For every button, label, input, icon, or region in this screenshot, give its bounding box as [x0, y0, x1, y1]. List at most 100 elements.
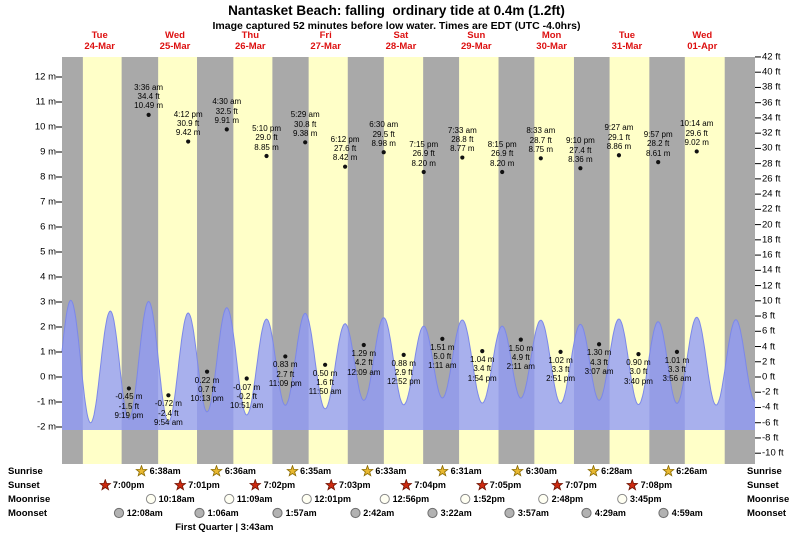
y-axis-label-right: 12 ft [762, 280, 781, 292]
y-axis-label-right: 24 ft [762, 188, 781, 200]
y-axis-label-right: 4 ft [762, 341, 776, 353]
low-tide-label: -0.07 m -0.2 ft 10:51 am [230, 382, 264, 411]
moonset-event: 1:57am [272, 507, 317, 519]
y-axis-label-right: 30 ft [762, 142, 781, 154]
low-tide-label: 1.51 m 5.0 ft 1:11 am [428, 342, 457, 371]
y-axis-label-right: 6 ft [762, 325, 776, 337]
low-tide-label: 0.83 m 2.7 ft 11:09 pm [268, 360, 302, 389]
moonset-row-label-right: Moonset [747, 508, 787, 519]
high-tide-marker [656, 160, 661, 165]
high-tide-label: 7:33 am 28.8 ft 8.77 m [447, 125, 477, 154]
day-label-weekday: Sun [467, 30, 486, 41]
low-tide-marker [126, 386, 132, 391]
sunrise-star-icon [135, 465, 148, 477]
sunrise-star-icon [436, 465, 449, 477]
high-tide-label: 7:15 pm 26.9 ft 8.20 m [409, 140, 439, 168]
y-axis-label-right: 20 ft [762, 219, 781, 231]
sunrise-event: 6:31am [436, 465, 482, 477]
y-axis-label-right: 8 ft [762, 310, 776, 322]
high-tide-label: 8:33 am 28.7 ft 8.75 m [526, 126, 556, 154]
day-label-date: 29-Mar [460, 41, 492, 52]
sunrise-event: 6:30am [511, 465, 557, 477]
moonrise-event: 10:18am [145, 493, 195, 505]
y-axis-label-right: 2 ft [762, 356, 776, 368]
sunrise-event: 6:35am [286, 465, 331, 477]
y-axis-label-left: 4 m [40, 271, 56, 283]
moonset-icon [581, 507, 592, 519]
sunset-star-icon [400, 479, 413, 491]
high-tide-label: 9:27 am 29.1 ft 8.86 m [604, 123, 634, 151]
sunset-star-icon [98, 479, 111, 491]
moonset-time: 1:06am [207, 508, 239, 518]
high-tide-marker [460, 155, 465, 160]
sunrise-time: 6:36am [224, 466, 256, 476]
sunrise-event: 6:38am [135, 465, 181, 477]
moonrise-icon [538, 493, 549, 505]
y-axis-label-right: 14 ft [762, 264, 781, 276]
y-axis-label-left: -2 m [37, 421, 56, 433]
day-label-weekday: Thu [241, 30, 260, 41]
moonrise-icon [145, 493, 156, 505]
sunset-event: 7:07pm [551, 479, 597, 491]
high-tide-marker [694, 149, 699, 154]
high-tide-label: 4:12 pm 30.9 ft 9.42 m [173, 109, 203, 138]
moonset-time: 3:57am [517, 508, 549, 518]
day-label-date: 24-Mar [84, 41, 115, 52]
y-axis-label-left: 9 m [40, 146, 56, 158]
moonset-row-label-left: Moonset [8, 508, 48, 519]
sunset-time: 7:02pm [263, 480, 296, 490]
y-axis-label-right: 38 ft [762, 81, 781, 93]
high-tide-marker [616, 153, 622, 158]
low-tide-label: 1.50 m 4.9 ft 2:11 am [506, 343, 535, 372]
sunrise-star-icon [587, 465, 600, 477]
sunrise-row-label-right: Sunrise [747, 466, 782, 477]
sunrise-event: 6:26am [662, 465, 707, 477]
high-tide-label: 6:30 am 29.5 ft 8.98 m [369, 120, 399, 148]
chart-subtitle: Image captured 52 minutes before low wat… [212, 20, 581, 32]
moonset-time: 1:57am [285, 508, 317, 518]
moonset-event: 1:06am [194, 507, 239, 519]
y-axis-label-right: 18 ft [762, 234, 781, 246]
sunset-row-label-left: Sunset [8, 480, 40, 491]
low-tide-marker [166, 393, 171, 398]
sunrise-star-icon [361, 465, 374, 477]
sunset-event: 7:01pm [174, 479, 220, 491]
sunrise-time: 6:33am [375, 466, 407, 476]
high-tide-label: 9:10 pm 27.4 ft 8.36 m [565, 136, 595, 164]
y-axis-label-right: 0 ft [762, 371, 776, 383]
moonset-icon [113, 507, 124, 519]
high-tide-label: 3:36 am 34.4 ft 10.49 m [134, 82, 164, 111]
high-tide-marker [538, 156, 543, 161]
sunset-event: 7:02pm [249, 479, 296, 491]
moonset-icon [504, 507, 515, 519]
high-tide-label: 4:30 am 32.5 ft 9.91 m [212, 97, 242, 126]
sunset-event: 7:08pm [626, 479, 672, 491]
high-tide-marker [421, 169, 426, 175]
sunset-time: 7:03pm [339, 480, 371, 490]
y-axis-label-right: -8 ft [762, 432, 779, 444]
moonset-event: 3:57am [504, 507, 549, 519]
low-tide-marker [283, 354, 288, 359]
sunrise-time: 6:26am [676, 466, 708, 476]
moonset-time: 3:22am [440, 508, 472, 518]
y-axis-label-right: -4 ft [762, 401, 779, 413]
moonset-time: 2:42am [363, 508, 395, 518]
sunset-star-icon [325, 479, 338, 491]
low-tide-label: 1.01 m 3.3 ft 3:56 am [662, 355, 692, 384]
moonset-event: 3:22am [427, 507, 472, 519]
low-tide-label: -0.72 m -2.4 ft 9:54 am [153, 399, 183, 427]
y-axis-label-left: 7 m [40, 196, 56, 208]
y-axis-label-left: 11 m [35, 96, 56, 108]
high-tide-label: 5:29 am 30.8 ft 9.38 m [290, 110, 320, 138]
y-axis-label-left: 8 m [40, 171, 56, 183]
sunset-star-icon [249, 479, 262, 491]
low-tide-marker [361, 342, 366, 348]
day-label-date: 26-Mar [235, 41, 266, 52]
moonset-time: 4:59am [671, 508, 703, 518]
low-tide-label: 0.90 m 3.0 ft 3:40 pm [624, 358, 653, 386]
low-tide-label: 0.50 m 1.6 ft 11:50 am [308, 368, 342, 397]
sunrise-time: 6:30am [525, 466, 557, 476]
y-axis-label-left: 0 m [40, 371, 56, 383]
moonrise-event: 12:56pm [379, 493, 429, 505]
